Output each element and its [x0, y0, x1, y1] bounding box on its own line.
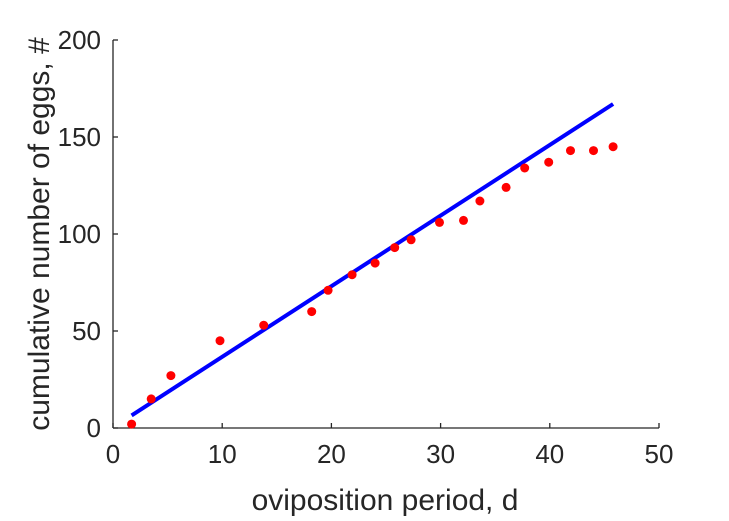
axes: [112, 40, 659, 429]
data-point: [370, 258, 380, 268]
x-tick-label: 0: [106, 439, 120, 469]
data-point: [347, 270, 357, 280]
y-tick-label: 150: [58, 122, 101, 152]
x-ticks: 0 10 20 30 40 50: [106, 423, 674, 469]
y-tick-label: 0: [87, 413, 101, 443]
data-point: [215, 336, 225, 346]
data-points: [127, 142, 618, 429]
data-point: [475, 196, 485, 206]
data-point: [608, 142, 618, 152]
data-point: [566, 146, 575, 156]
x-tick-label: 30: [426, 439, 455, 469]
y-ticks: 0 50 100 150 200: [58, 25, 118, 443]
y-axis-label: cumulative number of eggs, #: [23, 37, 56, 431]
data-point: [127, 419, 137, 429]
data-point: [307, 307, 317, 317]
data-point: [406, 235, 416, 245]
x-tick-label: 40: [535, 439, 564, 469]
data-point: [501, 182, 511, 192]
data-point: [259, 320, 269, 330]
x-axis-label: oviposition period, d: [252, 484, 519, 517]
data-point: [589, 146, 598, 156]
data-point: [323, 285, 333, 295]
x-tick-label: 50: [645, 439, 674, 469]
x-tick-label: 10: [208, 439, 237, 469]
data-point: [459, 215, 468, 225]
data-point: [166, 371, 176, 381]
y-tick-label: 200: [58, 25, 101, 55]
x-tick-label: 20: [317, 439, 346, 469]
data-point: [520, 163, 530, 173]
data-point: [390, 243, 400, 253]
data-point: [544, 157, 554, 167]
data-point: [435, 217, 444, 227]
data-point: [146, 394, 156, 404]
y-tick-label: 50: [72, 316, 101, 346]
y-tick-label: 100: [58, 219, 101, 249]
